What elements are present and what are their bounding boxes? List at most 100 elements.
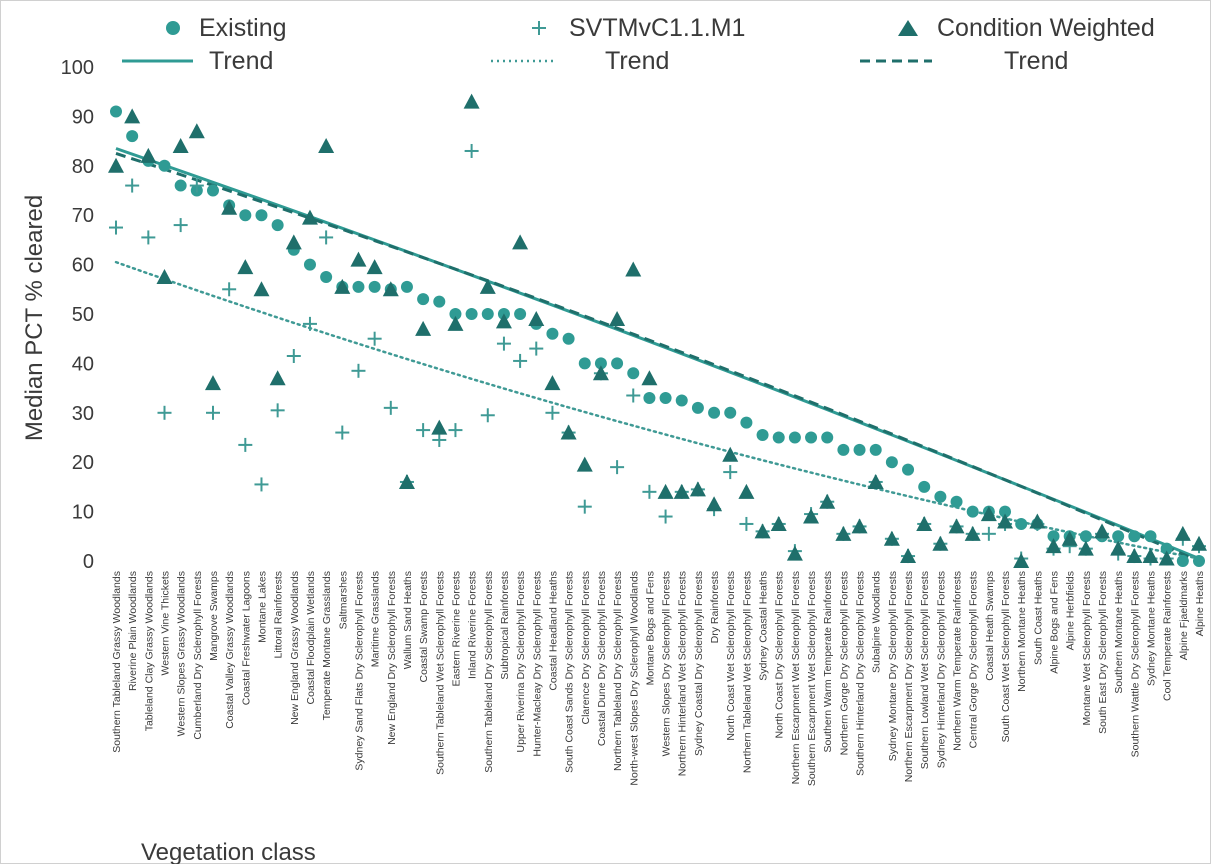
category-label-north-coast-wet-sclerophyll-forests: North Coast Wet Sclerophyll Forests: [725, 571, 737, 741]
existing-point: [562, 332, 575, 345]
svtm-point: [642, 484, 657, 499]
svtm-point: [610, 460, 625, 475]
category-label-south-coast-heaths: South Coast Heaths: [1032, 571, 1044, 665]
existing-point: [1128, 530, 1141, 543]
category-label-southern-escarpment-wet-sclerophyll-forests: Southern Escarpment Wet Sclerophyll Fore…: [806, 571, 818, 786]
condition-weighted-point: [673, 483, 690, 499]
condition-weighted-point: [738, 483, 755, 499]
condition-weighted-point: [980, 506, 997, 522]
condition-weighted-point: [1094, 523, 1111, 539]
existing-point: [740, 416, 753, 429]
category-label-alpine-fjaeldmarks: Alpine Fjaeldmarks: [1178, 571, 1190, 660]
category-label-south-coast-wet-sclerophyll-forests: South Coast Wet Sclerophyll Forests: [1000, 571, 1012, 742]
existing-point: [966, 505, 979, 518]
category-label-cool-temperate-rainforests: Cool Temperate Rainforests: [1162, 571, 1174, 701]
condition-weighted-point: [997, 513, 1014, 529]
condition-weighted-point: [495, 313, 512, 329]
svtm-point: [464, 143, 479, 158]
condition-weighted-point: [318, 138, 335, 154]
existing-point: [918, 480, 931, 493]
svtm-point: [205, 405, 220, 420]
category-label-northern-escarpment-wet-sclerophyll-forests: Northern Escarpment Wet Sclerophyll Fore…: [790, 571, 802, 784]
legend-trend-solid-label: Trend: [209, 47, 273, 75]
svtm-point: [383, 400, 398, 415]
category-label-mangrove-swamps: Mangrove Swamps: [208, 571, 220, 661]
svtm-point: [513, 353, 528, 368]
condition-weighted-point: [221, 199, 238, 215]
category-label-coastal-floodplain-wetlands: Coastal Floodplain Wetlands: [305, 571, 317, 704]
legend-svtm: SVTMvC1.1.M1: [532, 14, 745, 42]
condition-weighted-point: [803, 508, 820, 524]
category-label-coastal-valley-grassy-woodlands: Coastal Valley Grassy Woodlands: [224, 571, 236, 729]
category-label-sydney-hinterland-dry-sclerophyll-forests: Sydney Hinterland Dry Sclerophyll Forest…: [935, 571, 947, 768]
condition-weighted-point: [1077, 540, 1094, 556]
category-label-sydney-montane-heaths: Sydney Montane Heaths: [1146, 571, 1158, 686]
condition-weighted-point: [269, 370, 286, 386]
existing-point: [999, 505, 1012, 518]
svtm-point: [286, 348, 301, 363]
condition-weighted-point: [301, 209, 318, 225]
category-label-tableland-clay-grassy-woodlands: Tableland Clay Grassy Woodlands: [143, 571, 155, 731]
existing-point: [546, 327, 559, 340]
existing-point: [1079, 530, 1092, 543]
existing-point: [805, 431, 818, 444]
condition-weighted-point: [1045, 538, 1062, 554]
svtm-point: [367, 331, 382, 346]
category-label-southern-tableland-dry-sclerophyll-forests: Southern Tableland Dry Sclerophyll Fores…: [483, 571, 495, 773]
category-label-north-west-slopes-dry-sclerophyll-woodlands: North-west Slopes Dry Sclerophyll Woodla…: [628, 571, 640, 786]
category-label-southern-warm-temperate-rainforests: Southern Warm Temperate Rainforests: [822, 571, 834, 753]
existing-point: [1144, 530, 1157, 543]
existing-point: [255, 209, 268, 222]
svtm-point: [496, 336, 511, 351]
y-tick-label: 40: [72, 353, 94, 375]
category-label-sydney-coastal-dry-sclerophyll-forests: Sydney Coastal Dry Sclerophyll Forests: [693, 571, 705, 756]
legend-condition-marker: [898, 20, 918, 36]
legend: Existing SVTMvC1.1.M1 Condition Weighted…: [122, 14, 1155, 75]
condition-weighted-point: [819, 493, 836, 509]
existing-point: [950, 495, 963, 508]
existing-point: [756, 429, 769, 442]
svtm-point: [723, 465, 738, 480]
condition-weighted-point: [560, 424, 577, 440]
category-label-northern-warm-temperate-rainforests: Northern Warm Temperate Rainforests: [952, 571, 964, 751]
existing-point: [611, 357, 624, 370]
svtm-point: [254, 477, 269, 492]
condition-weighted-point: [447, 315, 464, 331]
category-label-coastal-swamp-forests: Coastal Swamp Forests: [418, 571, 430, 682]
category-label-northern-tableland-wet-sclerophyll-forests: Northern Tableland Wet Sclerophyll Fores…: [741, 571, 753, 773]
existing-point: [788, 431, 801, 444]
legend-condition: Condition Weighted: [898, 14, 1155, 42]
existing-point: [206, 184, 219, 197]
legend-condition-label: Condition Weighted: [937, 14, 1155, 42]
existing-point: [708, 406, 721, 419]
existing-point: [1015, 517, 1028, 530]
condition-weighted-point: [140, 147, 157, 163]
existing-point: [902, 463, 915, 476]
existing-point: [643, 391, 656, 404]
category-label-north-coast-dry-sclerophyll-forests: North Coast Dry Sclerophyll Forests: [774, 571, 786, 738]
condition-weighted-point: [156, 268, 173, 284]
category-label-south-coast-sands-dry-sclerophyll-forests: South Coast Sands Dry Sclerophyll Forest…: [564, 571, 576, 773]
category-label-upper-riverina-dry-sclerophyll-forests: Upper Riverina Dry Sclerophyll Forests: [515, 571, 527, 752]
condition-weighted-point: [689, 481, 706, 497]
existing-point: [578, 357, 591, 370]
condition-weighted-point: [1110, 540, 1127, 556]
existing-point: [320, 270, 333, 283]
trend-line-dashed: [115, 152, 1200, 563]
category-label-western-slopes-dry-sclerophyll-forests: Western Slopes Dry Sclerophyll Forests: [661, 571, 673, 756]
y-tick-label: 0: [83, 551, 94, 573]
category-label-subtropical-rainforests: Subtropical Rainforests: [499, 571, 511, 680]
legend-svtm-label: SVTMvC1.1.M1: [569, 14, 745, 42]
svtm-point: [302, 316, 317, 331]
svtm-point: [545, 405, 560, 420]
legend-trend-solid: Trend: [122, 47, 273, 75]
condition-weighted-point: [932, 535, 949, 551]
condition-weighted-point: [366, 259, 383, 275]
category-label-southern-montane-heaths: Southern Montane Heaths: [1113, 571, 1125, 694]
svtm-point: [157, 405, 172, 420]
condition-weighted-point: [900, 548, 917, 564]
trend-lines: [114, 147, 1201, 563]
existing-point: [691, 401, 704, 414]
existing-point: [772, 431, 785, 444]
